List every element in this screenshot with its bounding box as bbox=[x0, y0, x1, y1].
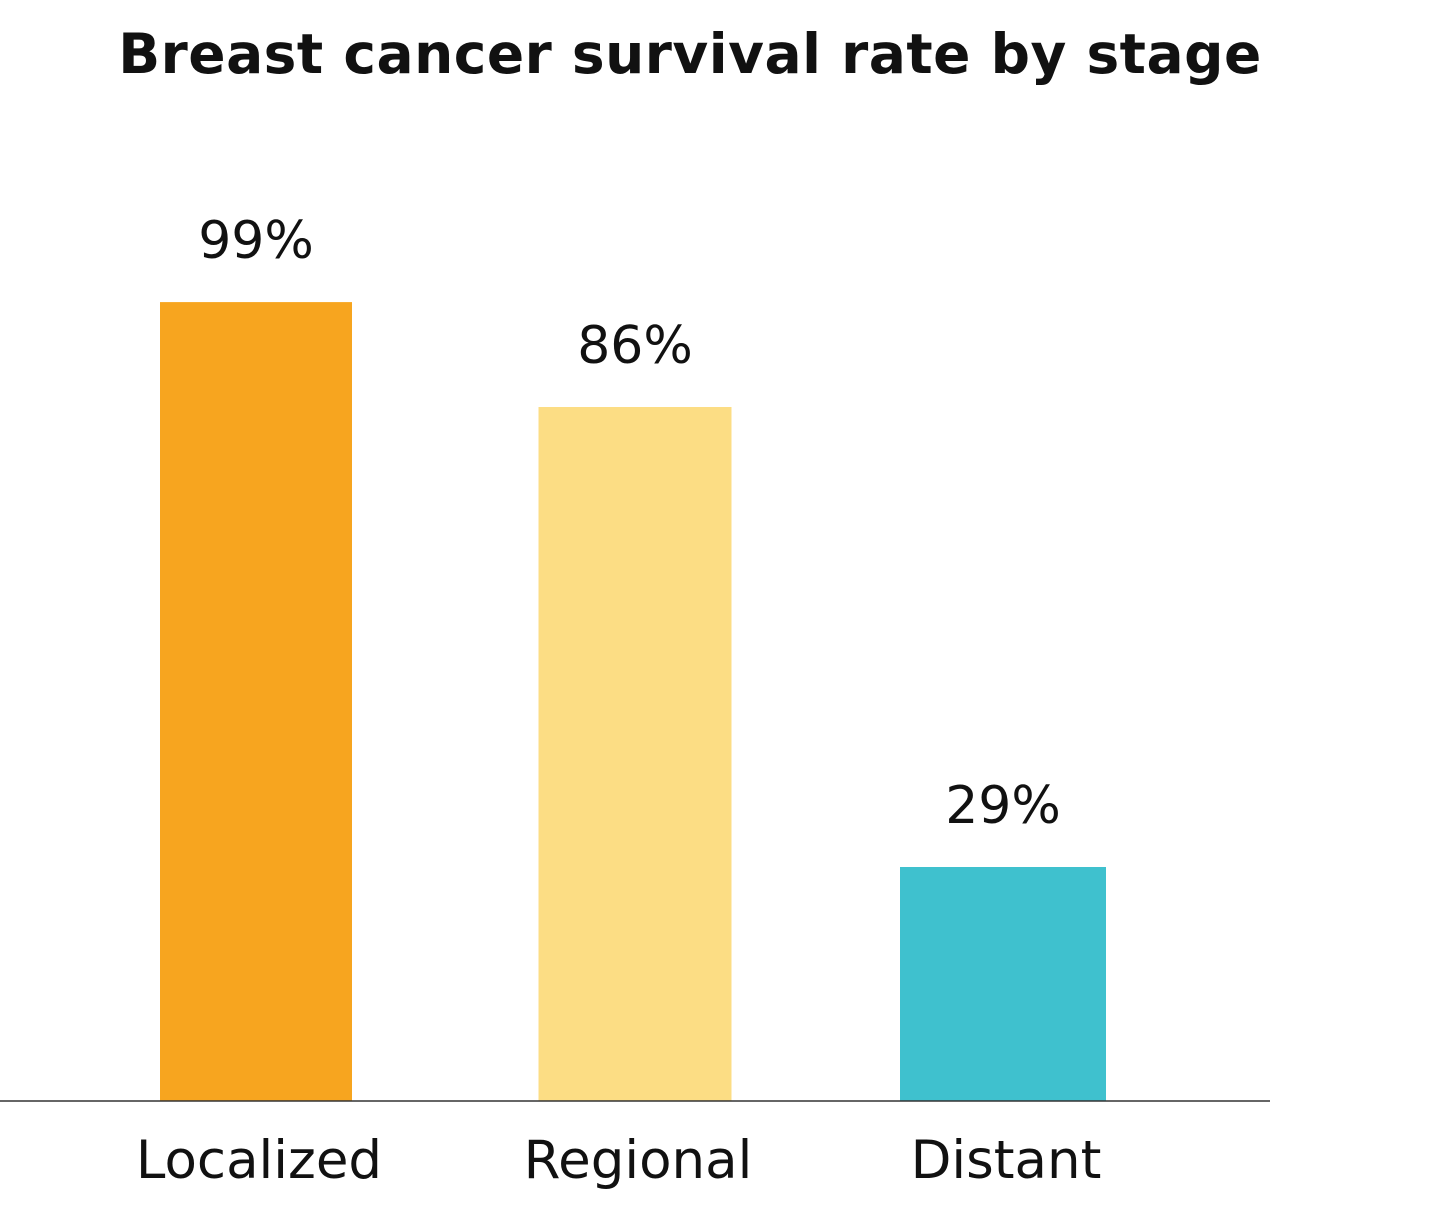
category-label-localized: Localized bbox=[136, 1130, 382, 1191]
value-label-regional: 86% bbox=[577, 316, 693, 376]
bar-localized bbox=[160, 302, 352, 1102]
value-label-localized: 99% bbox=[198, 211, 314, 271]
bars-layer bbox=[160, 302, 1106, 1102]
category-label-distant: Distant bbox=[911, 1130, 1102, 1191]
chart-title: Breast cancer survival rate by stage bbox=[118, 22, 1262, 86]
bar-regional bbox=[538, 407, 732, 1101]
category-label-regional: Regional bbox=[524, 1130, 753, 1191]
value-label-distant: 29% bbox=[945, 776, 1061, 836]
labels-layer: 99% Localized 86% Regional 29% Distant bbox=[136, 211, 1101, 1191]
bar-distant bbox=[900, 867, 1106, 1101]
